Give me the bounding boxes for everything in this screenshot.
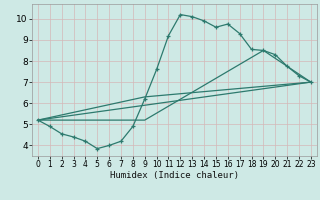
X-axis label: Humidex (Indice chaleur): Humidex (Indice chaleur) bbox=[110, 171, 239, 180]
